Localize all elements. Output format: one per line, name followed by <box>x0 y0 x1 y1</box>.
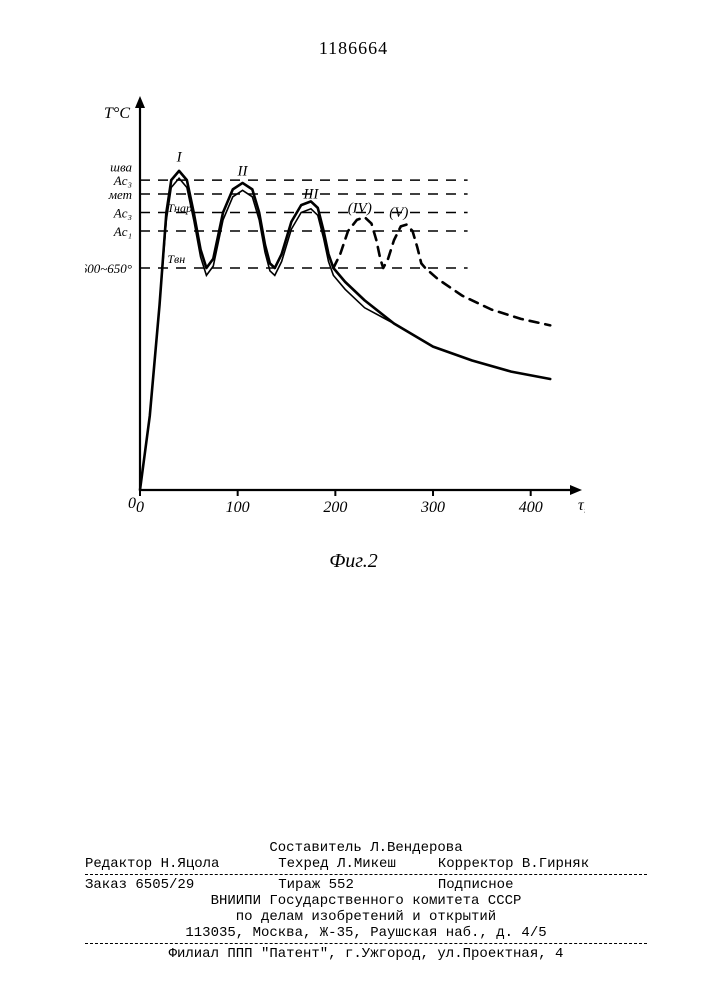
svg-text:τ, сек: τ, сек <box>578 497 585 514</box>
svg-text:Ac₁: Ac₁ <box>113 224 132 239</box>
svg-text:100: 100 <box>226 499 250 516</box>
addr1: 113035, Москва, Ж-35, Раушская наб., д. … <box>85 925 647 941</box>
svg-text:мет: мет <box>108 187 132 202</box>
svg-text:Ac₃: Ac₃ <box>113 173 132 188</box>
svg-text:I: I <box>176 150 183 166</box>
svg-text:шва: шва <box>110 159 132 174</box>
footer: Составитель Л.Вендерова Редактор Н.Яцола… <box>85 840 647 962</box>
tirazh: Тираж 552 <box>278 877 354 893</box>
chart-svg: 0100200300400τ, секT°C0шваAc₃метAc₃Ac₁60… <box>85 90 585 540</box>
editor: Редактор Н.Яцола <box>85 856 219 872</box>
page: 1186664 0100200300400τ, секT°C0шваAc₃мет… <box>0 0 707 1000</box>
svg-text:0: 0 <box>136 499 144 516</box>
svg-text:200: 200 <box>323 499 347 516</box>
svg-text:III: III <box>302 187 319 203</box>
order-row: Заказ 6505/29 Тираж 552 Подписное <box>85 877 647 893</box>
svg-text:400: 400 <box>519 499 543 516</box>
patent-number: 1186664 <box>0 38 707 59</box>
svg-text:II: II <box>237 164 249 180</box>
corrector: Корректор В.Гирняк <box>438 856 589 872</box>
svg-text:600~650°: 600~650° <box>85 261 132 276</box>
org2: по делам изобретений и открытий <box>85 909 647 925</box>
svg-text:300: 300 <box>420 499 445 516</box>
svg-text:0: 0 <box>128 495 136 512</box>
svg-text:T°C: T°C <box>104 105 130 122</box>
figure-caption: Фиг.2 <box>0 550 707 573</box>
order: Заказ 6505/29 <box>85 877 194 893</box>
svg-text:(IV): (IV) <box>348 201 372 217</box>
svg-text:Tнар: Tнар <box>167 201 192 215</box>
svg-text:(V): (V) <box>389 205 408 221</box>
divider2 <box>85 943 647 944</box>
svg-text:Tвн: Tвн <box>167 252 185 266</box>
tech: Техред Л.Микеш <box>278 856 396 872</box>
chart: 0100200300400τ, секT°C0шваAc₃метAc₃Ac₁60… <box>85 90 585 540</box>
compiler: Составитель Л.Вендерова <box>85 840 647 856</box>
divider <box>85 874 647 875</box>
credits-row: Редактор Н.Яцола Техред Л.Микеш Корректо… <box>85 856 647 872</box>
addr2: Филиал ППП "Патент", г.Ужгород, ул.Проек… <box>85 946 647 962</box>
svg-text:Ac₃: Ac₃ <box>113 206 132 221</box>
org1: ВНИИПИ Государственного комитета СССР <box>85 893 647 909</box>
sub: Подписное <box>438 877 514 893</box>
